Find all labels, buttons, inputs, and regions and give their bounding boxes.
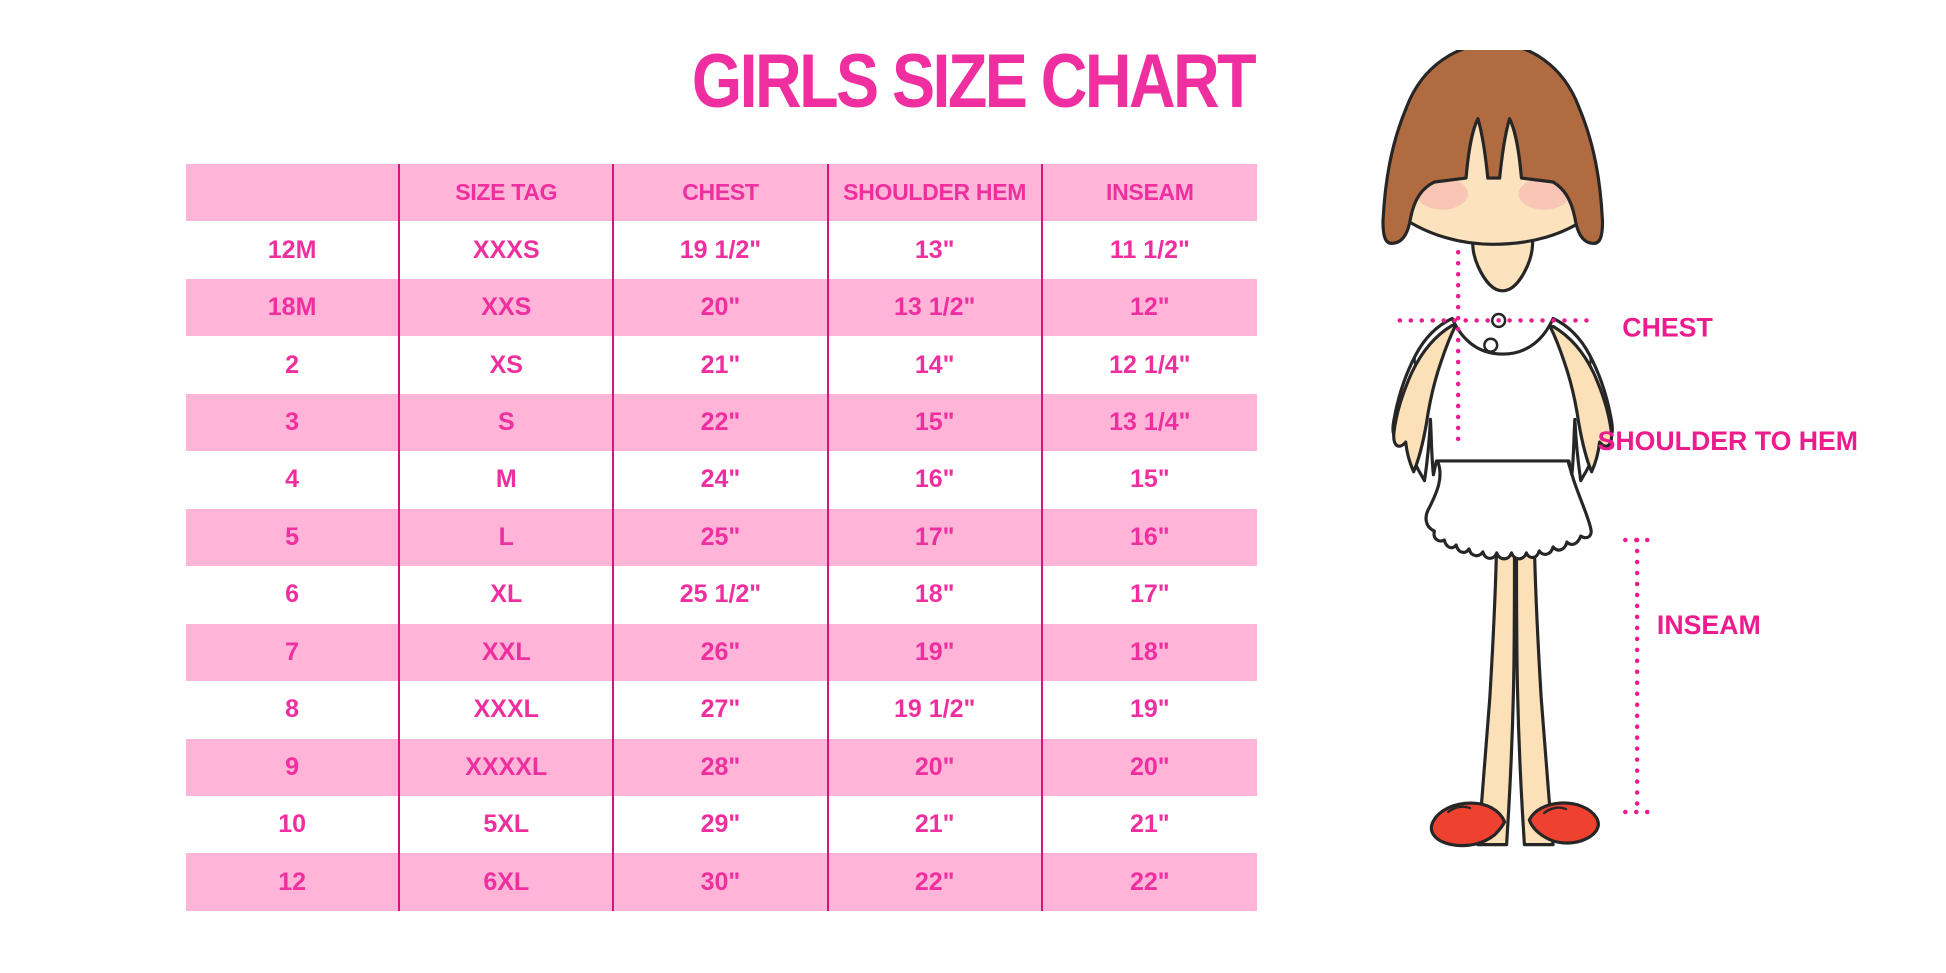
svg-text:INSEAM: INSEAM [1657,610,1761,640]
svg-text:CHEST: CHEST [1622,312,1713,342]
svg-text:SHOULDER TO HEM: SHOULDER TO HEM [1598,426,1858,456]
